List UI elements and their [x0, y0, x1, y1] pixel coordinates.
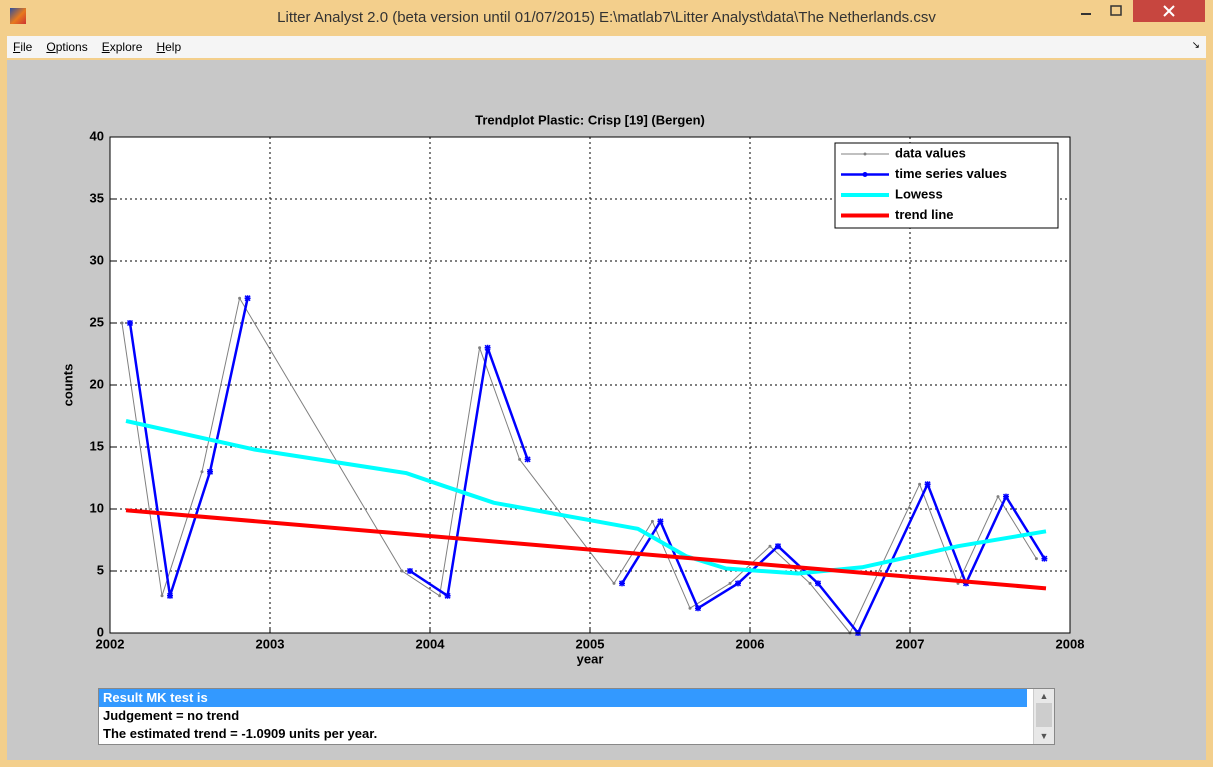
data-point [126, 319, 134, 327]
window-title: Litter Analyst 2.0 (beta version until 0… [277, 9, 936, 26]
x-tick-label: 2003 [256, 636, 285, 651]
x-tick-label: 2007 [896, 636, 925, 651]
toolbar-toggle[interactable]: ↘ [1191, 40, 1200, 51]
x-tick-label: 2004 [416, 636, 446, 651]
data-point [120, 321, 124, 325]
scroll-down[interactable]: ▼ [1039, 731, 1049, 741]
menu-item[interactable]: Options [46, 40, 88, 54]
y-tick-label: 25 [90, 314, 104, 329]
data-point [728, 581, 732, 585]
window-content: Trendplot Plastic: Crisp [19] (Bergen) y… [7, 60, 1206, 760]
menu-item[interactable]: Explore [101, 40, 143, 54]
x-tick-label: 2006 [736, 636, 765, 651]
scrollbar[interactable]: ▲ ▼ [1033, 689, 1054, 744]
y-tick-label: 0 [97, 624, 104, 639]
legend-label: trend line [895, 207, 954, 222]
data-point [166, 592, 174, 599]
series-line [125, 419, 1047, 576]
data-point [688, 606, 692, 610]
chart: Trendplot Plastic: Crisp [19] (Bergen) y… [60, 112, 1085, 666]
data-point [814, 580, 822, 587]
data-point [924, 481, 931, 488]
x-axis-label: year [577, 651, 604, 666]
y-tick-label: 5 [97, 562, 104, 577]
data-point [244, 295, 251, 302]
y-axis-label: counts [60, 364, 75, 407]
data-point [918, 482, 922, 486]
data-point [206, 468, 214, 475]
scroll-thumb[interactable] [1036, 703, 1052, 727]
data-point [1002, 493, 1010, 500]
data-point [768, 544, 772, 548]
legend-marker [863, 152, 867, 156]
data-point [400, 569, 404, 573]
data-point [612, 581, 616, 585]
legend-label: Lowess [895, 186, 943, 201]
data-point [1034, 557, 1038, 561]
data-point [694, 605, 702, 612]
menu-item[interactable]: File [13, 40, 33, 54]
title-bar: Litter Analyst 2.0 (beta version until 0… [0, 0, 1213, 34]
data-point [518, 457, 522, 461]
data-point [484, 344, 491, 351]
scroll-up[interactable]: ▲ [1039, 691, 1049, 701]
legend-label: time series values [895, 166, 1007, 181]
y-tick-label: 20 [90, 376, 104, 391]
minimize-button[interactable] [1072, 0, 1100, 22]
menu-bar: File Options Explore Help ↘ [7, 36, 1206, 58]
menu-item[interactable]: Help [156, 40, 182, 54]
y-tick-label: 40 [90, 128, 104, 143]
y-tick-label: 30 [90, 252, 104, 267]
data-point [734, 580, 742, 587]
result-listbox[interactable]: Result MK test is Judgement = no trend T… [98, 688, 1055, 745]
app-icon [10, 8, 26, 24]
data-point [238, 296, 242, 300]
list-item[interactable]: The estimated trend = -1.0909 units per … [103, 726, 378, 741]
y-tick-label: 35 [90, 190, 104, 205]
legend-label: data values [895, 145, 966, 160]
plot-frame [109, 136, 1071, 634]
x-tick-label: 2005 [576, 636, 605, 651]
data-point [1041, 555, 1048, 562]
maximize-button[interactable] [1102, 0, 1130, 22]
data-point [996, 495, 1000, 499]
legend-marker [862, 172, 868, 177]
data-point [524, 456, 531, 463]
y-tick-label: 10 [90, 500, 104, 515]
x-tick-label: 2008 [1056, 636, 1085, 651]
series-line [125, 508, 1047, 591]
data-point [774, 543, 782, 550]
list-item[interactable]: Result MK test is [99, 689, 1027, 707]
data-point [406, 567, 414, 575]
data-point [478, 346, 482, 350]
data-point [438, 594, 442, 598]
data-point [650, 519, 654, 523]
data-point [657, 518, 664, 525]
close-button[interactable] [1133, 0, 1205, 22]
list-item[interactable]: Judgement = no trend [103, 708, 240, 723]
x-tick-label: 2002 [96, 636, 125, 651]
data-point [618, 580, 626, 587]
data-point [808, 581, 812, 585]
chart-title: Trendplot Plastic: Crisp [19] (Bergen) [475, 112, 705, 127]
data-point [444, 592, 451, 599]
data-point [200, 470, 204, 474]
y-tick-label: 15 [90, 438, 104, 453]
data-point [160, 594, 164, 598]
